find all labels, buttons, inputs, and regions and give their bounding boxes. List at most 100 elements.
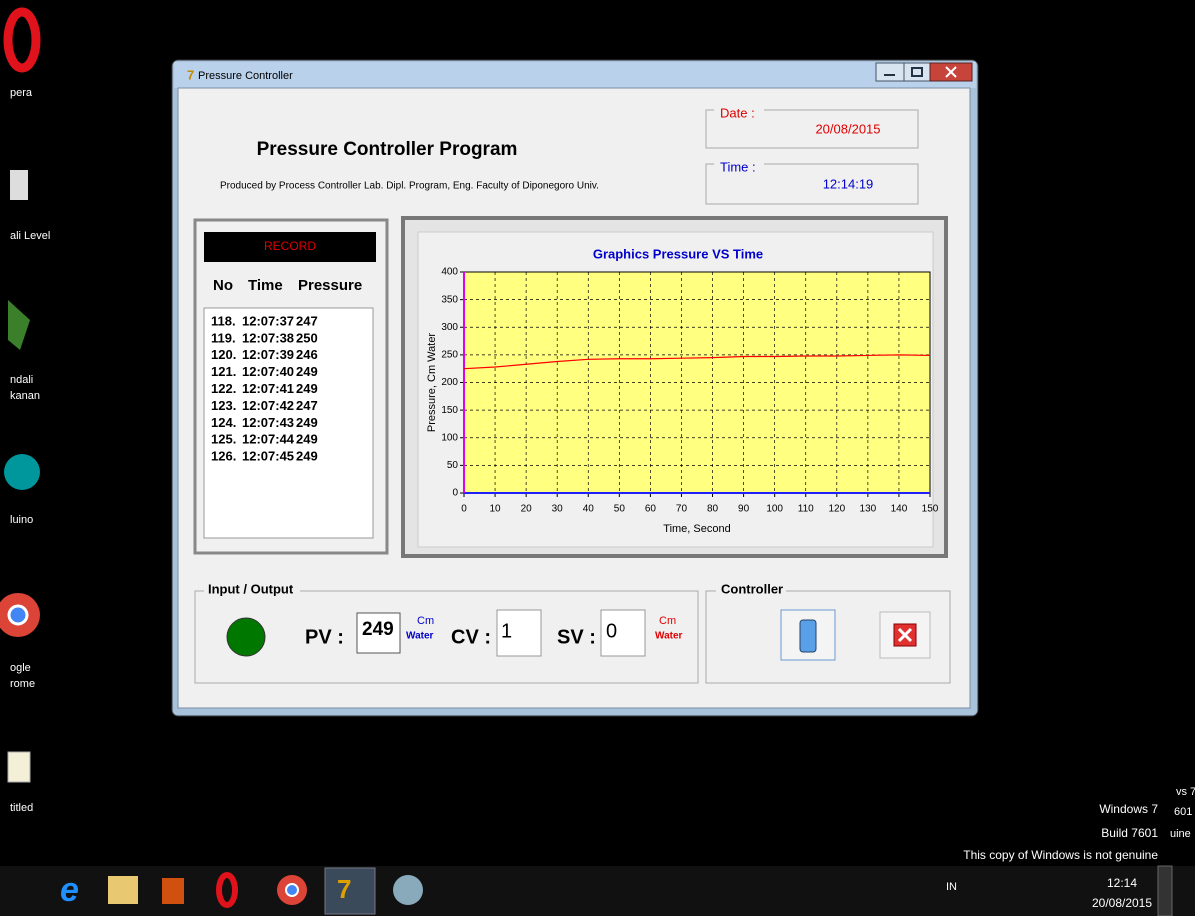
title-bar [174, 62, 976, 88]
y-tick-label: 50 [447, 460, 459, 471]
file-icon[interactable] [10, 170, 28, 200]
minimize-button[interactable] [875, 62, 905, 82]
x-tick-label: 100 [766, 504, 783, 515]
record-cell: 12:07:42 [242, 398, 294, 413]
x-tick-label: 80 [707, 504, 719, 515]
app-icon[interactable] [8, 300, 30, 350]
pv-field[interactable] [356, 612, 401, 654]
x-tick-label: 130 [860, 504, 877, 515]
icon-label: ali Level [10, 230, 50, 242]
io-label: Input / Output [208, 581, 294, 596]
exit-glyph [897, 627, 913, 643]
ie-icon[interactable]: e [60, 871, 79, 909]
record-title: RECORD [264, 239, 316, 253]
pv-unit: Cm [417, 615, 434, 627]
record-cell: 124. [211, 415, 236, 430]
record-cell: 249 [296, 381, 318, 396]
app-task-glyph: 7 [337, 874, 351, 904]
date-value: 20/08/2015 [815, 121, 880, 136]
record-cell: 119. [211, 330, 236, 345]
x-tick-label: 110 [798, 504, 814, 515]
x-axis-label: Time, Second [663, 523, 730, 535]
sv-label: SV : [557, 626, 596, 648]
x-tick-label: 140 [891, 504, 908, 515]
chrome-task-center [285, 883, 299, 897]
record-cell: 12:07:41 [242, 381, 294, 396]
record-cell: 247 [296, 398, 318, 413]
chart-title: Graphics Pressure VS Time [593, 246, 763, 261]
y-axis-label: Pressure, Cm Water [426, 333, 438, 433]
time-label: Time : [720, 159, 756, 174]
record-cell: 249 [296, 432, 318, 447]
time-group [705, 163, 919, 205]
record-cell: 12:07:39 [242, 347, 294, 362]
x-tick-label: 30 [552, 504, 564, 515]
y-tick-label: 100 [441, 432, 458, 443]
maximize-glyph [911, 67, 923, 77]
record-cell: 250 [296, 330, 318, 345]
clock[interactable]: 12:14 [1107, 876, 1137, 890]
cv-value: 1 [501, 620, 512, 642]
window-title: Pressure Controller [198, 70, 293, 82]
icon-label: ogle [10, 662, 31, 674]
icon-label: pera [10, 87, 33, 99]
notepad-icon[interactable] [7, 751, 31, 783]
x-tick-label: 120 [828, 504, 845, 515]
icon-label: titled [10, 802, 33, 814]
record-cell: 125. [211, 432, 236, 447]
column-header: Pressure [298, 277, 362, 294]
x-tick-label: 70 [676, 504, 688, 515]
x-tick-label: 40 [583, 504, 595, 515]
sv-value: 0 [606, 620, 617, 642]
y-tick-label: 350 [441, 294, 458, 305]
record-list [203, 307, 374, 539]
controller-label: Controller [721, 581, 783, 596]
watermark-fragment: vs 7 [1176, 786, 1195, 798]
language[interactable]: IN [946, 881, 957, 893]
maximize-button[interactable] [903, 62, 931, 82]
exit-button[interactable] [879, 611, 931, 659]
record-cell: 12:07:43 [242, 415, 294, 430]
x-tick-label: 0 [461, 504, 467, 515]
arduino-icon[interactable] [4, 454, 40, 490]
record-cell: 246 [296, 347, 318, 362]
explorer-icon[interactable] [108, 876, 138, 904]
close-glyph [945, 66, 957, 78]
plot-area [463, 271, 931, 494]
label-bg [714, 106, 764, 116]
opera-task[interactable] [216, 872, 238, 908]
x-tick-label: 10 [490, 504, 502, 515]
cv-field[interactable] [496, 609, 542, 657]
record-cell: 12:07:40 [242, 364, 294, 379]
clock-date[interactable]: 20/08/2015 [1092, 896, 1152, 910]
paint-task[interactable] [393, 875, 423, 905]
record-cell: 249 [296, 364, 318, 379]
pv-unit: Water [406, 631, 434, 642]
sv-field[interactable] [600, 609, 646, 657]
y-tick-label: 400 [441, 267, 458, 278]
icon-label: ndali [10, 374, 33, 386]
sv-unit: Cm [659, 615, 676, 627]
x-tick-label: 150 [922, 504, 939, 515]
x-tick-label: 20 [521, 504, 533, 515]
pv-label: PV : [305, 626, 344, 648]
show-desktop[interactable] [1157, 865, 1173, 916]
program-subtitle: Produced by Process Controller Lab. Dipl… [220, 181, 599, 192]
record-cell: 249 [296, 415, 318, 430]
x-tick-label: 90 [738, 504, 750, 515]
app-task[interactable] [324, 867, 376, 915]
record-cell: 12:07:44 [242, 432, 295, 447]
data-line [463, 354, 931, 370]
icon-label: luino [10, 514, 33, 526]
label-bg [716, 585, 786, 597]
app-icon: 7 [187, 67, 194, 82]
icon-label: kanan [10, 390, 40, 402]
media-icon[interactable] [162, 878, 184, 904]
column-header: Time [248, 277, 283, 294]
cv-label: CV : [451, 626, 491, 648]
opera-icon[interactable] [3, 7, 41, 73]
column-header: No [213, 277, 233, 294]
y-tick-label: 300 [441, 322, 458, 333]
record-cell: 118. [211, 313, 236, 328]
record-cell: 126. [211, 449, 236, 464]
